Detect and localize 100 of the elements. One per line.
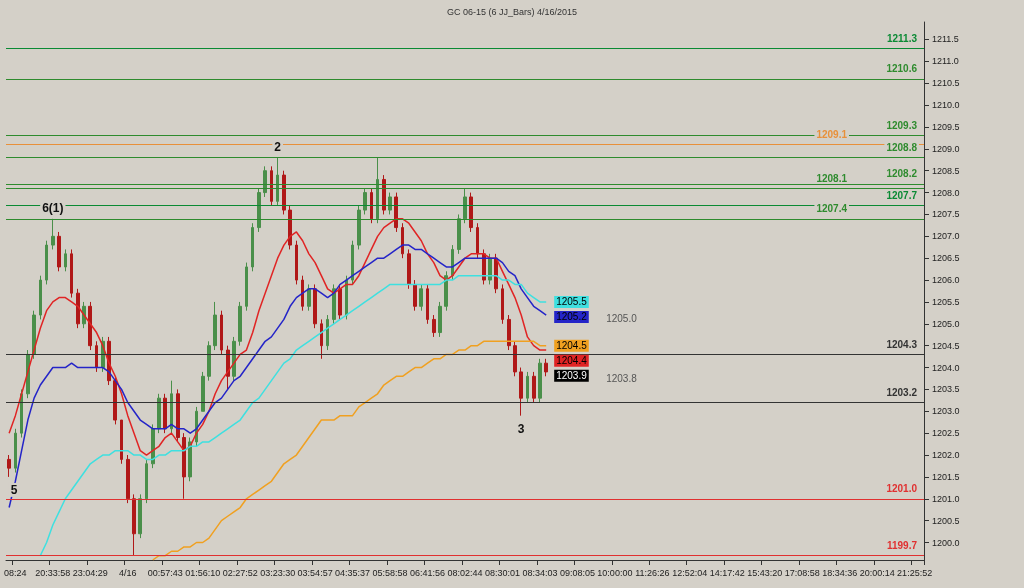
candlestick	[288, 205, 292, 250]
candlestick	[138, 493, 142, 539]
candlestick	[295, 240, 298, 285]
candlestick	[469, 192, 473, 233]
candlestick	[488, 253, 492, 285]
candlestick	[45, 240, 48, 285]
y-tick-label: 1202.0	[932, 450, 960, 461]
y-tick-label: 1200.0	[932, 537, 960, 548]
x-tick-label: 20:00:14	[859, 567, 895, 578]
annotation: 5	[10, 482, 18, 497]
x-tick-label: 00:57:43	[147, 567, 183, 578]
x-tick-label: 04:35:37	[335, 567, 371, 578]
candlestick	[20, 388, 23, 439]
y-tick-label: 1200.5	[932, 515, 960, 526]
ref-line-label: 1204.3	[886, 338, 918, 350]
x-tick-label: 20:33:58	[35, 567, 71, 578]
candlestick	[532, 371, 536, 404]
ref-line-label: 1209.1	[816, 128, 848, 140]
y-tick-label: 1208.0	[932, 187, 960, 198]
x-tick-label: 14:17:42	[709, 567, 745, 578]
candlestick	[419, 283, 423, 312]
candlestick	[538, 358, 542, 404]
line-series	[152, 340, 547, 561]
x-tick-label: 23:04:29	[72, 567, 108, 578]
candlestick	[426, 283, 429, 325]
candlestick	[463, 187, 467, 224]
candlestick	[132, 493, 136, 557]
candlestick	[51, 218, 55, 250]
candlestick	[120, 419, 123, 465]
x-tick-label: 08:34:03	[522, 567, 558, 578]
candlestick	[170, 380, 173, 434]
candlestick	[457, 213, 461, 255]
candlestick	[444, 270, 448, 312]
x-tick-label: 4/16	[119, 567, 137, 578]
y-tick-label: 1201.0	[932, 493, 960, 504]
candlestick	[501, 283, 504, 325]
candlestick	[257, 187, 261, 233]
candlestick	[188, 437, 192, 482]
ref-line-label: 1203.2	[886, 387, 918, 399]
candlestick	[238, 301, 242, 347]
annotation: 6(1)	[42, 200, 64, 215]
candlestick	[363, 187, 367, 215]
data-label: 1204.5	[556, 340, 588, 352]
candlestick	[507, 314, 511, 351]
y-tick-label: 1211.5	[932, 34, 959, 45]
y-tick-label: 1203.5	[932, 384, 960, 395]
x-tick-label: 03:23:30	[260, 567, 296, 578]
y-tick-label: 1205.0	[932, 318, 960, 329]
candlestick	[251, 222, 254, 272]
candlestick	[513, 340, 517, 377]
candlestick	[39, 275, 42, 320]
y-tick-label: 1209.0	[932, 143, 960, 154]
x-tick-label: 09:08:05	[559, 567, 595, 578]
y-tick-label: 1209.5	[932, 121, 960, 132]
candlestick	[76, 288, 80, 329]
x-tick-label: 08:30:01	[484, 567, 520, 578]
data-label: 1205.2	[556, 311, 588, 323]
y-tick-label: 1207.5	[932, 209, 960, 220]
candlestick	[207, 340, 211, 382]
candlestick	[263, 165, 267, 198]
candlestick	[182, 432, 186, 500]
candlestick	[276, 157, 279, 207]
x-tick-label: 12:52:04	[672, 567, 708, 578]
ref-line-label: 1210.6	[886, 63, 918, 75]
x-tick-label: 15:43:20	[747, 567, 783, 578]
candlestick	[413, 279, 417, 312]
candlestick	[88, 301, 92, 351]
candlestick	[14, 428, 17, 474]
candlestick	[388, 192, 392, 215]
y-tick-label: 1205.5	[932, 296, 960, 307]
x-tick-label: 10:00:00	[597, 567, 633, 578]
candlestick	[70, 248, 73, 299]
line-series	[39, 274, 547, 557]
ref-line-label: 1208.1	[816, 172, 848, 184]
candlestick	[201, 371, 205, 412]
y-tick-label: 1204.5	[932, 340, 960, 351]
ref-line-label: 1208.2	[886, 168, 918, 180]
candlestick	[163, 393, 167, 434]
x-tick-label: 06:41:56	[410, 567, 446, 578]
candlestick	[394, 192, 398, 233]
y-tick-label: 1202.5	[932, 428, 960, 439]
y-tick-label: 1211.0	[932, 56, 959, 67]
candlestick	[376, 157, 379, 224]
annotation: 1203.8	[606, 373, 638, 385]
annotation: 2	[274, 139, 282, 154]
x-tick-label: 08:24	[4, 567, 27, 578]
ref-line-label: 1207.4	[816, 203, 848, 215]
x-tick-label: 01:56:10	[185, 567, 221, 578]
ref-line-label: 1208.8	[886, 142, 918, 154]
ref-line-label: 1199.7	[886, 540, 918, 552]
candlestick	[232, 336, 236, 382]
candlestick	[320, 318, 323, 360]
x-tick-label: 08:02:44	[447, 567, 483, 578]
candlestick	[476, 222, 479, 259]
candlestick	[126, 454, 130, 504]
candlestick	[382, 174, 386, 215]
ref-line-label: 1201.0	[886, 483, 918, 495]
candlestick	[157, 393, 161, 434]
candlestick	[357, 205, 361, 250]
candlestick	[301, 275, 304, 312]
